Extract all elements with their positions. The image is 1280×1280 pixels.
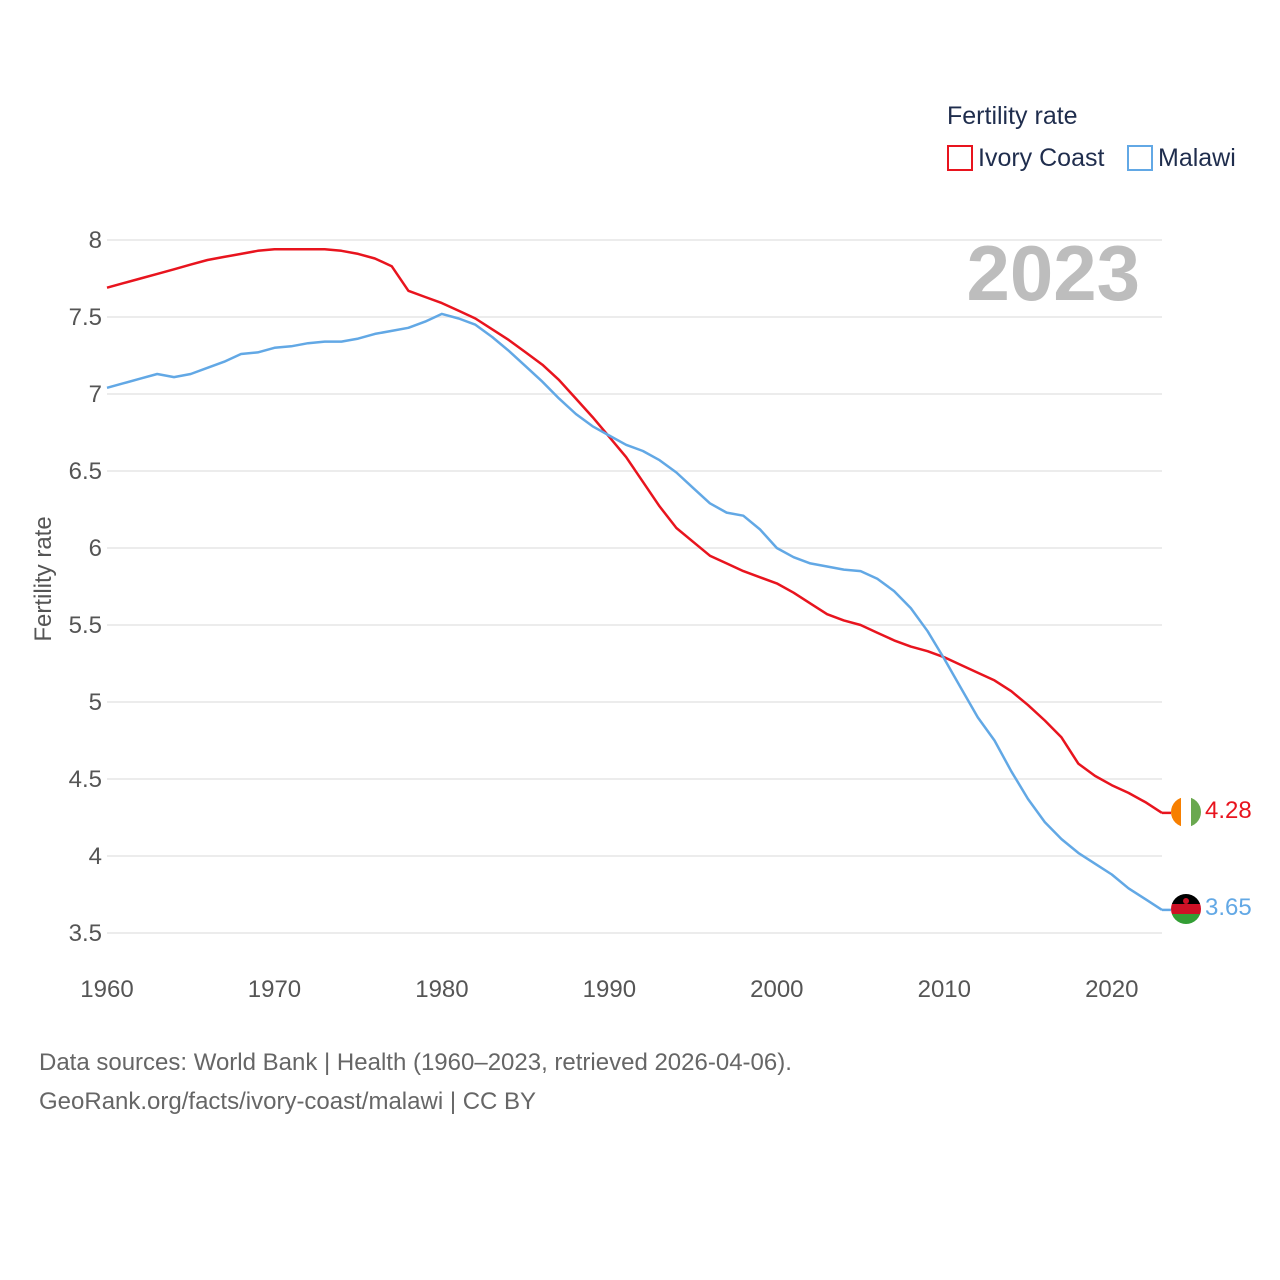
y-tick-label: 8: [89, 227, 102, 254]
legend-title: Fertility rate: [947, 102, 1078, 130]
legend-label-ivory-coast: Ivory Coast: [978, 144, 1104, 172]
legend-item-ivory-coast[interactable]: Ivory Coast: [947, 144, 1104, 172]
x-tick-label: 1970: [248, 976, 301, 1003]
x-tick-label: 1980: [415, 976, 468, 1003]
x-tick-label: 2020: [1085, 976, 1138, 1003]
legend: Fertility rate Ivory Coast Malawi: [947, 102, 1236, 172]
y-tick-label: 7: [89, 381, 102, 408]
x-tick-label: 1960: [80, 976, 133, 1003]
y-tick-label: 5: [89, 689, 102, 716]
y-axis-ticks: 3.5 4 4.5 5 5.5 6 6.5 7 7.5 8: [69, 227, 102, 947]
y-axis-title: Fertility rate: [30, 516, 57, 641]
legend-swatch-malawi: [1127, 145, 1153, 171]
y-tick-label: 6.5: [69, 458, 102, 485]
malawi-flag-icon: [1171, 894, 1201, 924]
footer: Data sources: World Bank | Health (1960–…: [39, 1043, 792, 1121]
y-tick-label: 4.5: [69, 766, 102, 793]
y-tick-label: 6: [89, 535, 102, 562]
ivory-coast-flag-icon: [1171, 797, 1201, 827]
legend-swatch-ivory-coast: [947, 145, 973, 171]
series-line-malawi[interactable]: [106, 312, 1163, 911]
x-tick-label: 1990: [583, 976, 636, 1003]
grid-lines: [107, 239, 1162, 934]
y-tick-label: 3.5: [69, 920, 102, 947]
series-lines: [106, 247, 1171, 912]
year-watermark: 2023: [966, 229, 1140, 317]
x-tick-label: 2010: [918, 976, 971, 1003]
malawi-end-label: 3.65: [1205, 894, 1252, 921]
x-tick-label: 2000: [750, 976, 803, 1003]
y-tick-label: 5.5: [69, 612, 102, 639]
data-sources-text: Data sources: World Bank | Health (1960–…: [39, 1049, 792, 1076]
legend-label-malawi: Malawi: [1158, 144, 1236, 172]
ivory-coast-end-label: 4.28: [1205, 797, 1252, 824]
y-tick-label: 7.5: [69, 304, 102, 331]
legend-item-malawi[interactable]: Malawi: [1127, 144, 1236, 172]
y-tick-label: 4: [89, 843, 102, 870]
source-link[interactable]: GeoRank.org/facts/ivory-coast/malawi | C…: [39, 1088, 537, 1115]
x-axis-ticks: 1960 1970 1980 1990 2000 2010 2020: [80, 976, 1138, 1003]
series-line-ivory-coast[interactable]: [106, 247, 1163, 814]
